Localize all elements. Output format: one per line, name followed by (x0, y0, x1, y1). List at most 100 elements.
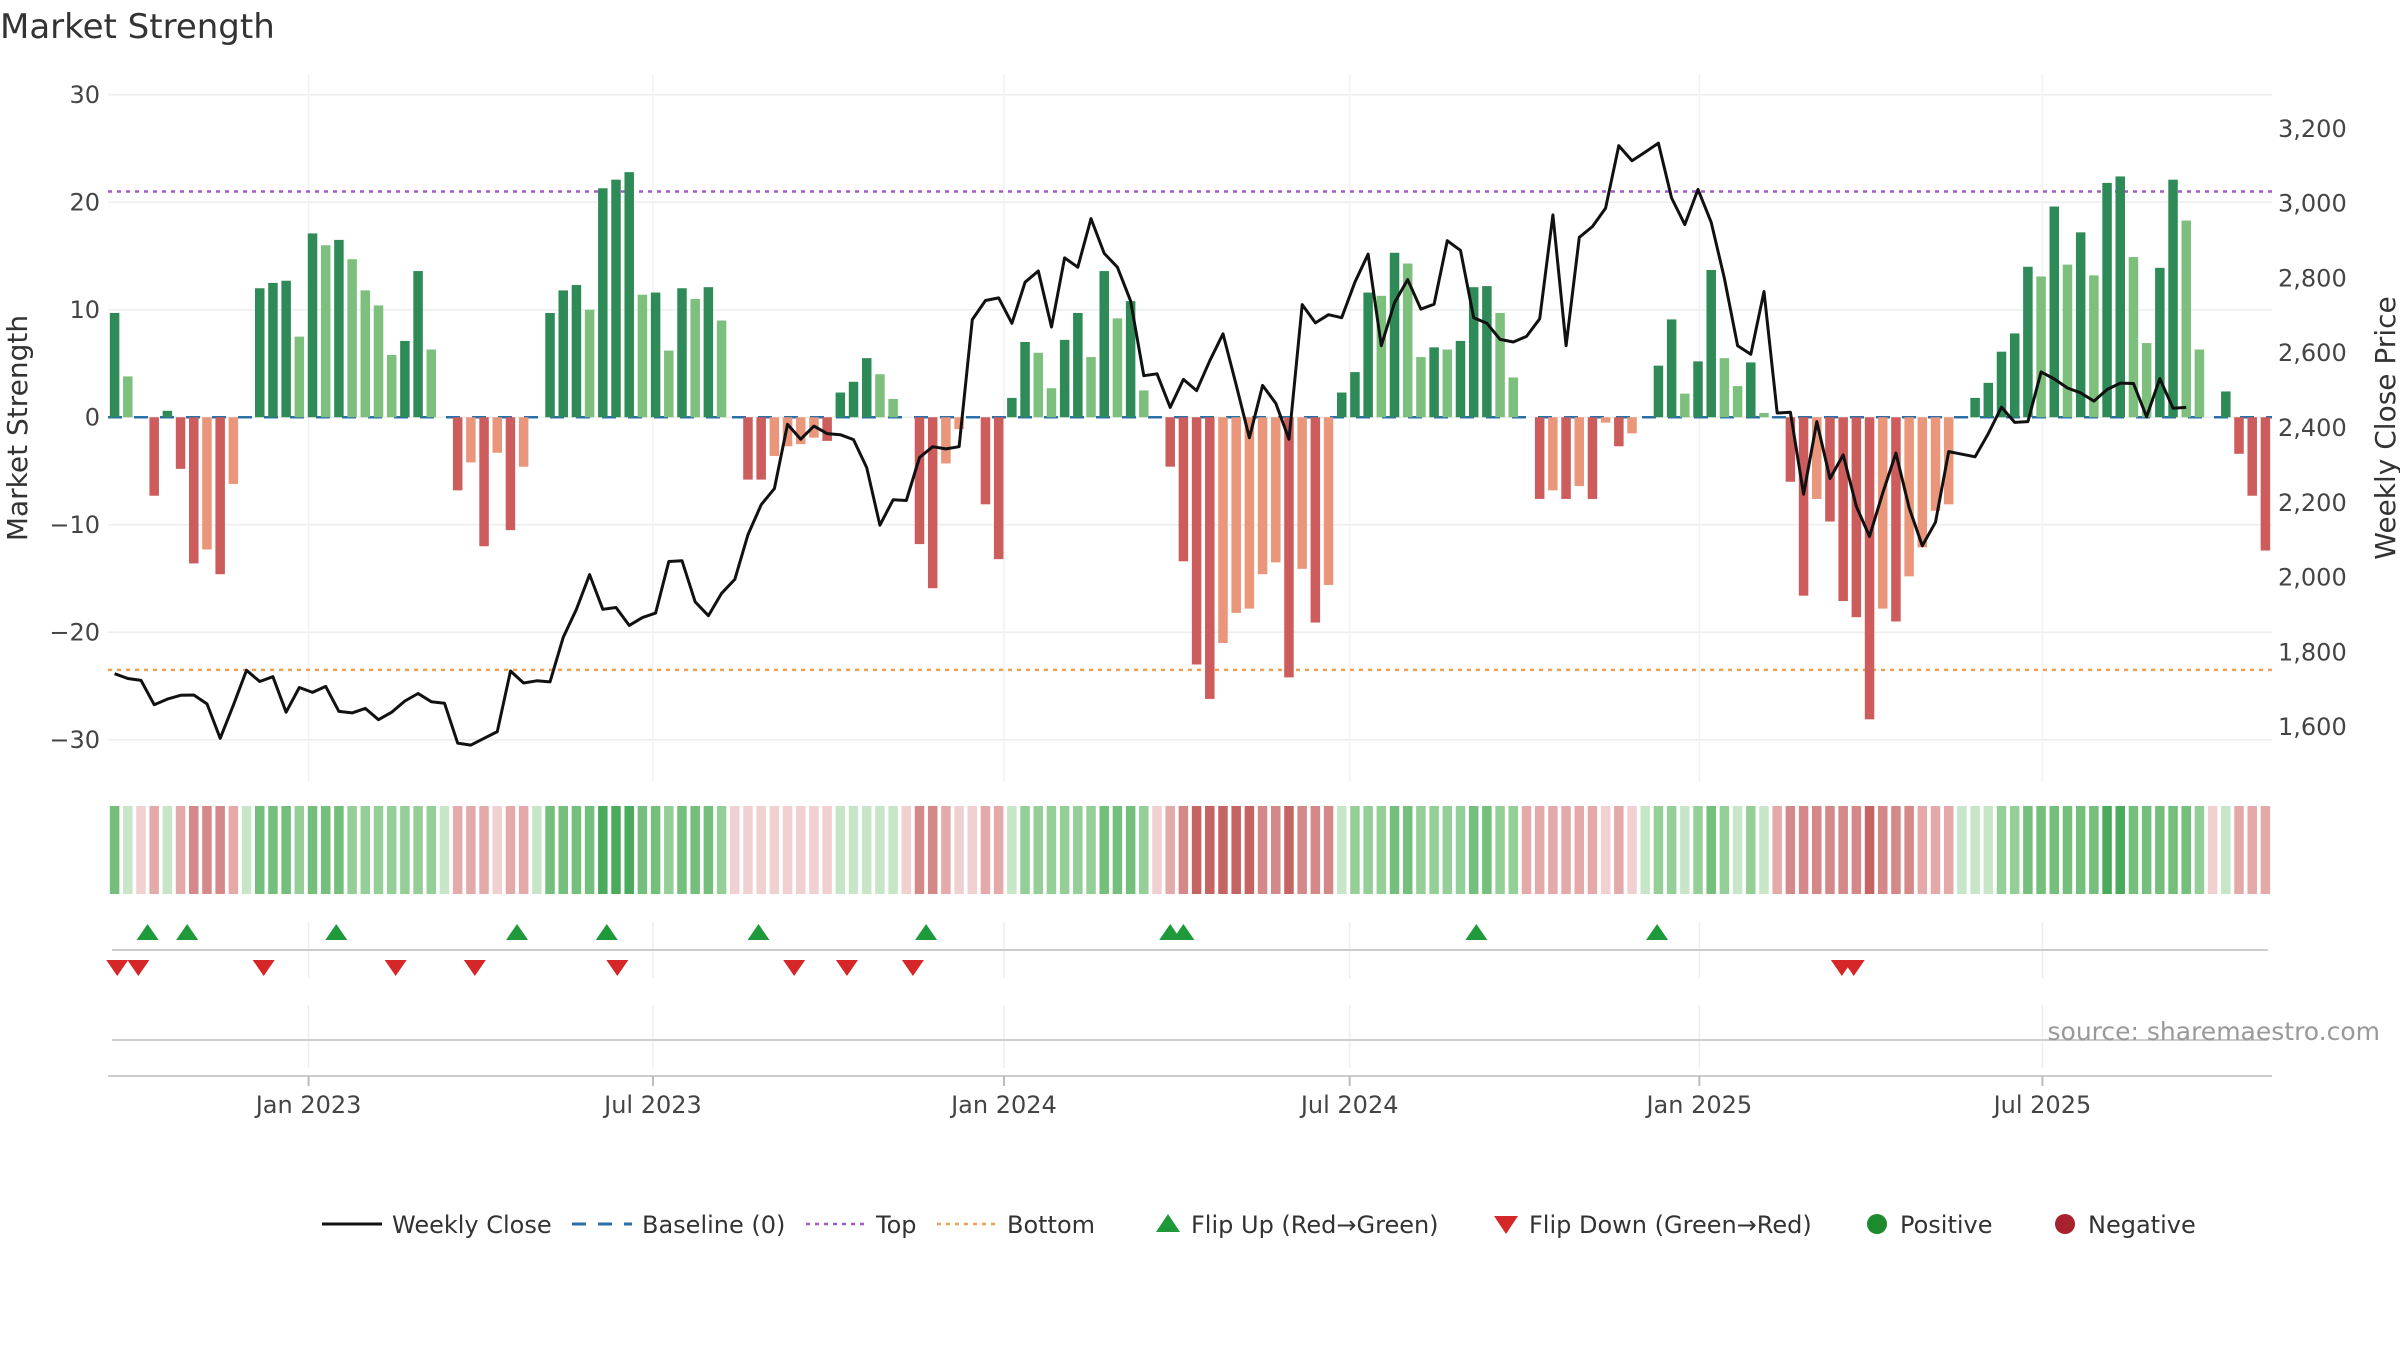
strength-bar (1943, 417, 1954, 505)
strength-bar (2234, 417, 2244, 454)
regime-cell (782, 806, 793, 894)
regime-cell (624, 806, 634, 894)
regime-cell (1495, 806, 1505, 894)
strength-bar (822, 417, 832, 441)
regime-cell (1838, 806, 1848, 894)
regime-cell (1640, 806, 1650, 894)
strength-bar (294, 336, 305, 418)
strength-bar (1614, 417, 1624, 447)
regime-cell (1086, 806, 1096, 894)
strength-bar (1073, 312, 1083, 418)
regime-cell (1310, 806, 1321, 894)
regime-cell (268, 806, 278, 894)
regime-cell (347, 806, 357, 894)
regime-cell (1666, 806, 1677, 894)
y2-tick-label: 2,600 (2278, 339, 2347, 367)
legend-item: Positive (1867, 1211, 1993, 1239)
strength-bar (228, 417, 239, 484)
regime-cell (1257, 806, 1268, 894)
regime-cell (1073, 806, 1083, 894)
regime-cell (1429, 806, 1439, 894)
regime-cell (1099, 806, 1109, 894)
strength-bar (2155, 267, 2165, 418)
strength-bar (320, 245, 331, 418)
regime-cell (532, 806, 542, 894)
flip-down-marker (606, 960, 629, 976)
strength-bar (2260, 417, 2271, 551)
strength-bar (1548, 417, 1558, 491)
strength-bar (466, 417, 476, 463)
regime-cell (1046, 806, 1057, 894)
regime-cell (2207, 806, 2218, 894)
regime-cell (809, 806, 819, 894)
strength-bar (162, 410, 173, 418)
regime-cell (1574, 806, 1585, 894)
regime-cell (1284, 806, 1294, 894)
strength-bar (1732, 386, 1743, 418)
regime-cell (1112, 806, 1123, 894)
flip-down-marker (835, 960, 858, 976)
strength-bar (1231, 417, 1241, 613)
strength-bar (1297, 417, 1307, 569)
regime-cell (1600, 806, 1611, 894)
strength-bar (149, 417, 159, 496)
regime-cell (2260, 806, 2271, 894)
regime-cell (861, 806, 872, 894)
y-tick-label: −30 (49, 726, 100, 754)
regime-cell (1825, 806, 1835, 894)
regime-cell (1587, 806, 1598, 894)
strength-bar (2221, 391, 2231, 418)
strength-bar (1310, 417, 1321, 623)
strength-bars (109, 172, 2271, 720)
regime-cell (1363, 806, 1373, 894)
regime-cell (400, 806, 410, 894)
legend-item: Weekly Close (322, 1211, 552, 1239)
strength-bar (993, 417, 1004, 560)
regime-cell (584, 806, 595, 894)
regime-cell (1416, 806, 1426, 894)
regime-cell (1798, 806, 1809, 894)
flip-up-marker (1646, 924, 1669, 940)
flip-up-marker (595, 924, 618, 940)
regime-cell (1508, 806, 1519, 894)
strength-bar (1746, 362, 1756, 418)
regime-cell (703, 806, 714, 894)
strength-bar (611, 179, 621, 418)
regime-cell (1627, 806, 1637, 894)
strength-bar (1020, 342, 1030, 418)
regime-cell (1548, 806, 1558, 894)
strength-bar (386, 354, 397, 418)
strength-bar (598, 188, 608, 418)
regime-cell (1323, 806, 1334, 894)
regime-cell (254, 806, 265, 894)
regime-cell (835, 806, 846, 894)
regime-cell (1693, 806, 1703, 894)
strength-bar (664, 350, 674, 418)
regime-cell (1970, 806, 1980, 894)
legend-item: Bottom (937, 1211, 1095, 1239)
regime-cell (492, 806, 503, 894)
strength-bar (2062, 264, 2073, 418)
strength-bar (2023, 266, 2033, 418)
strength-bar (360, 290, 371, 418)
strength-bar (426, 349, 437, 418)
strength-bar (1719, 358, 1730, 418)
strength-bar (1376, 295, 1387, 418)
regime-cell (2102, 806, 2112, 894)
regime-cell (1653, 806, 1664, 894)
x-axis: Jan 2023 Jul 2023 Jan 2024 Jul 2024 Jan 2025… (108, 1075, 2272, 1119)
strength-bar (1666, 319, 1677, 418)
strength-bar (400, 340, 410, 418)
strength-bar (1350, 372, 1360, 418)
strength-bar (2049, 206, 2060, 418)
regime-cell (386, 806, 397, 894)
strength-bar (479, 417, 489, 547)
strength-bar (1864, 417, 1875, 720)
y2-tick-label: 1,800 (2278, 638, 2347, 666)
regime-cell (1231, 806, 1241, 894)
strength-bar (1046, 388, 1057, 418)
regime-cell (360, 806, 371, 894)
strength-bar (1600, 417, 1611, 423)
regime-cell (202, 806, 212, 894)
regime-cell (611, 806, 621, 894)
